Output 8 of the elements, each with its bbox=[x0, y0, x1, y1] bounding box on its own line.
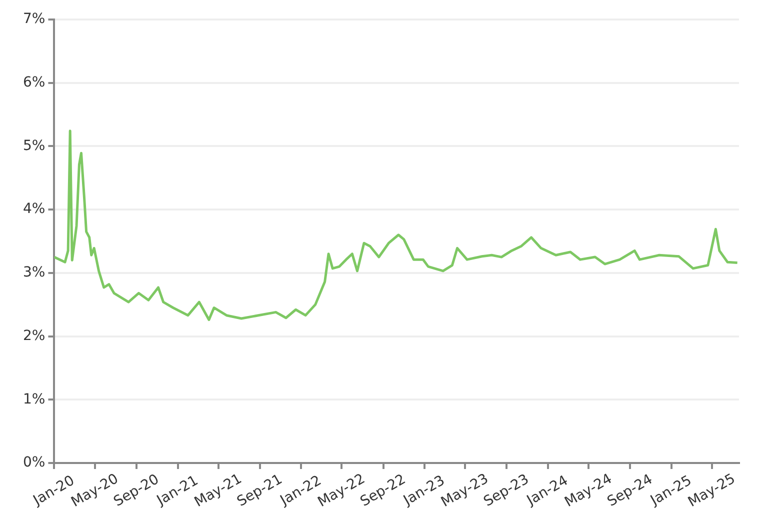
y-tick-label: 7% bbox=[22, 11, 46, 28]
y-tick-label: 6% bbox=[22, 74, 46, 90]
y-tick-label: 2% bbox=[22, 328, 46, 344]
y-tick-label: 5% bbox=[22, 138, 46, 154]
y-tick-label: 3% bbox=[22, 264, 46, 281]
y-tick-label: 4% bbox=[22, 201, 46, 218]
y-tick-label: 1% bbox=[22, 391, 46, 408]
y-tick-label: 0% bbox=[22, 454, 46, 471]
